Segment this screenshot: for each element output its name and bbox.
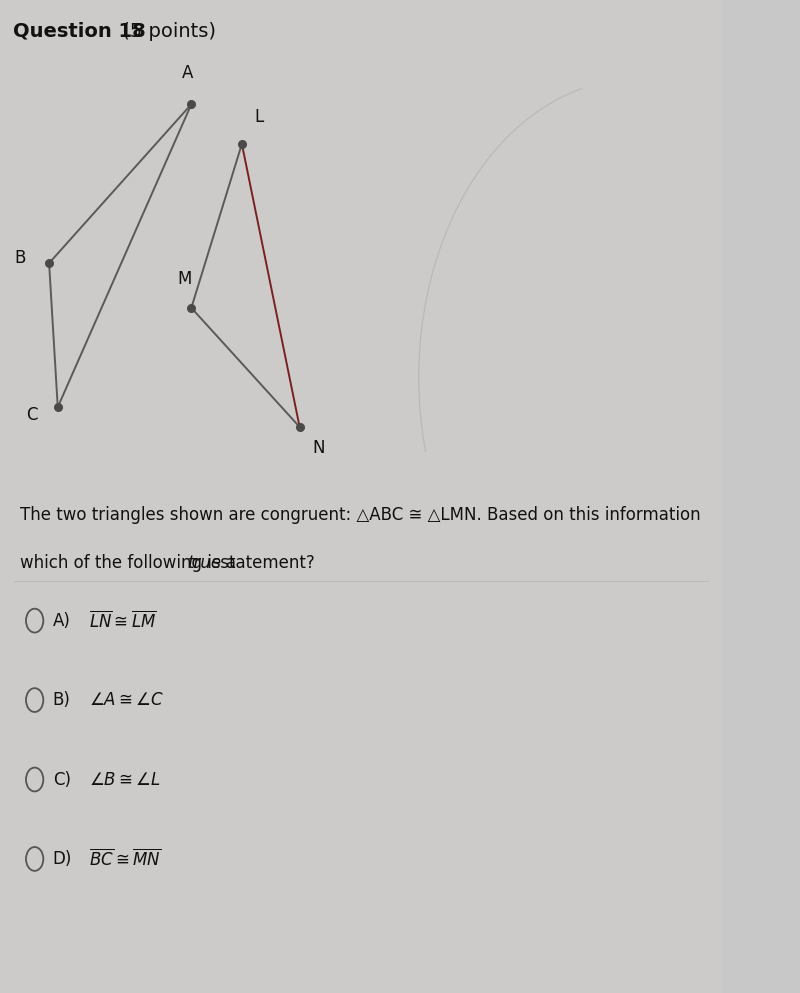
Text: C): C) <box>53 771 70 788</box>
Text: C: C <box>26 406 38 424</box>
Text: true: true <box>188 554 222 572</box>
Text: The two triangles shown are congruent: △ABC ≅ △LMN. Based on this information: The two triangles shown are congruent: △… <box>20 506 701 524</box>
Text: $\angle B \cong \angle L$: $\angle B \cong \angle L$ <box>89 771 161 788</box>
Text: A): A) <box>53 612 70 630</box>
Text: $\angle A \cong \angle C$: $\angle A \cong \angle C$ <box>89 691 164 709</box>
Text: (5 points): (5 points) <box>115 22 215 41</box>
Text: $\overline{BC} \cong \overline{MN}$: $\overline{BC} \cong \overline{MN}$ <box>89 848 161 870</box>
Text: A: A <box>182 65 194 82</box>
Text: Question 18: Question 18 <box>13 22 146 41</box>
Text: M: M <box>177 270 191 288</box>
Text: which of the following is a: which of the following is a <box>20 554 242 572</box>
Text: B: B <box>14 249 26 267</box>
Text: D): D) <box>53 850 72 868</box>
Text: L: L <box>255 108 264 126</box>
Text: $\overline{LN} \cong \overline{LM}$: $\overline{LN} \cong \overline{LM}$ <box>89 610 157 632</box>
Text: B): B) <box>53 691 70 709</box>
Text: N: N <box>313 439 325 457</box>
Text: statement?: statement? <box>215 554 315 572</box>
